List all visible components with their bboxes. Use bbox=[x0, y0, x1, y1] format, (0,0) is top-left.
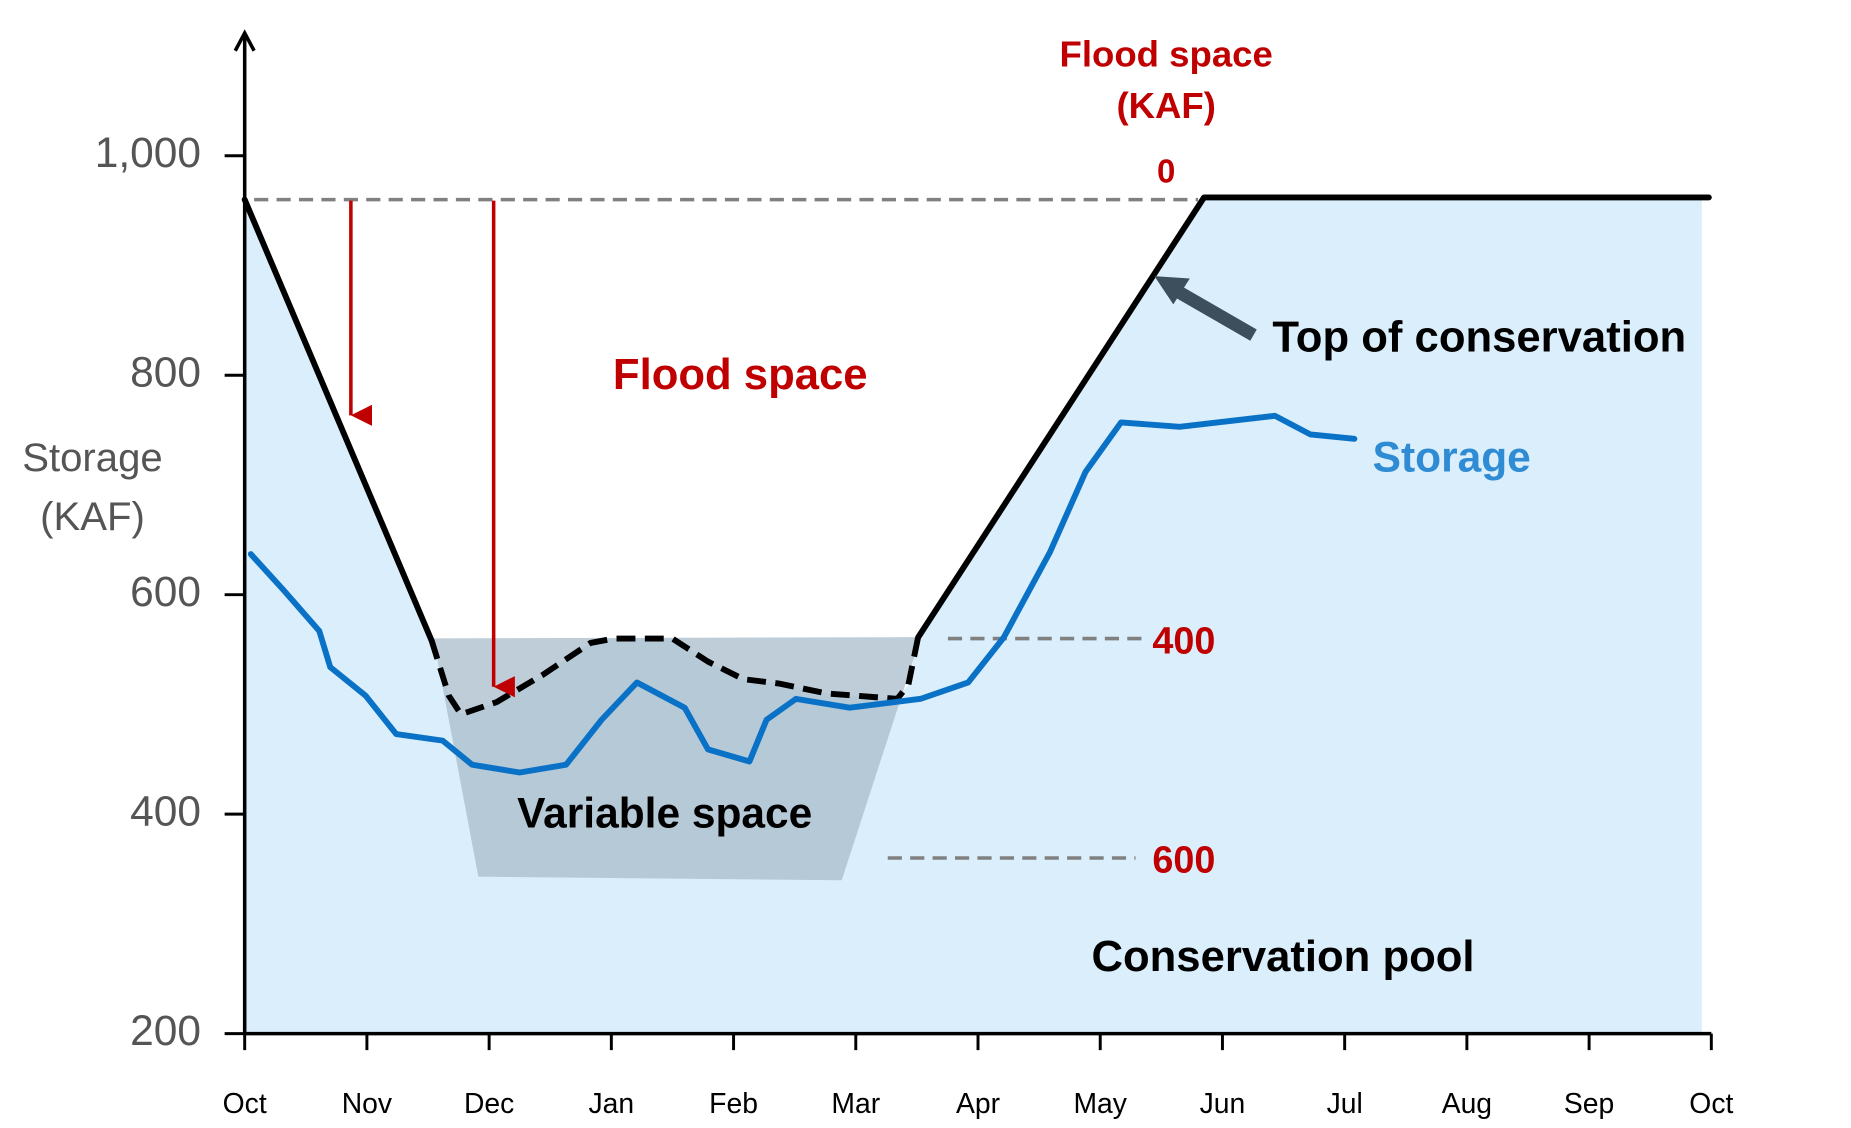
x-tick-label: Jun bbox=[1200, 1087, 1246, 1119]
top-of-conservation-label: Top of conservation bbox=[1272, 312, 1686, 361]
x-tick-label: Oct bbox=[1689, 1087, 1733, 1119]
y-axis-title: (KAF) bbox=[40, 495, 145, 539]
x-tick-label: Jan bbox=[589, 1087, 635, 1119]
flood-space-label: Flood space bbox=[613, 350, 868, 399]
x-tick-label: Sep bbox=[1564, 1087, 1614, 1119]
y2-axis-title: (KAF) bbox=[1116, 85, 1216, 126]
series-line bbox=[247, 412, 1358, 776]
y-tick-label: 800 bbox=[130, 348, 201, 395]
x-tick-label: Dec bbox=[464, 1087, 514, 1119]
conservation-pool-label: Conservation pool bbox=[1091, 932, 1474, 981]
y-axis-arrow bbox=[233, 29, 256, 52]
x-tick-label: Oct bbox=[223, 1087, 267, 1119]
y-axis-title: Storage bbox=[22, 436, 162, 480]
x-tick-label: Feb bbox=[709, 1087, 758, 1119]
series-line bbox=[241, 194, 1712, 644]
annotation-arrow-head bbox=[1154, 276, 1190, 305]
x-tick-label: Aug bbox=[1442, 1087, 1492, 1119]
x-tick-label: Jul bbox=[1327, 1087, 1363, 1119]
y2-axis-title: Flood space bbox=[1060, 33, 1273, 74]
y-tick-label: 400 bbox=[130, 787, 201, 834]
storage-label: Storage bbox=[1373, 433, 1531, 480]
y2-tick-label: 0 bbox=[1157, 152, 1175, 189]
x-tick-label: Apr bbox=[956, 1087, 1000, 1119]
annotation-arrow-shaft bbox=[1172, 284, 1257, 341]
variable-space-shape bbox=[433, 637, 921, 881]
dashed-line bbox=[428, 635, 921, 718]
y-tick-label: 1,000 bbox=[95, 129, 201, 176]
y2-tick-label: 600 bbox=[1152, 839, 1215, 881]
y2-tick-label: 400 bbox=[1152, 619, 1215, 661]
y-tick-label: 600 bbox=[130, 568, 201, 615]
x-tick-label: May bbox=[1073, 1087, 1127, 1119]
y-tick-label: 200 bbox=[130, 1007, 201, 1054]
variable-space-label: Variable space bbox=[517, 790, 812, 837]
x-tick-label: Mar bbox=[831, 1087, 880, 1119]
x-tick-label: Nov bbox=[342, 1087, 393, 1119]
